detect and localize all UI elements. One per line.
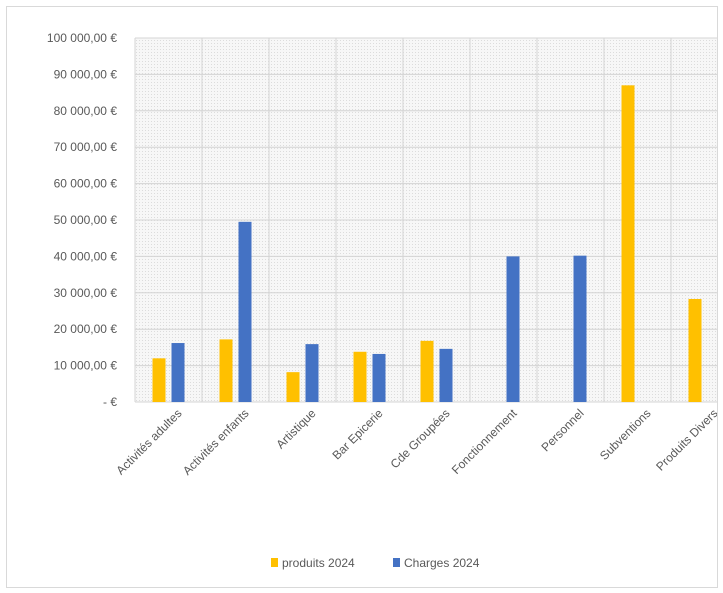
x-category-label: Bar Epicerie <box>329 406 385 462</box>
x-category-label: Produits Divers <box>653 406 717 473</box>
y-tick-label: 40 000,00 € <box>54 249 118 263</box>
x-category-label: Artistique <box>273 406 319 452</box>
x-category-label: Activités adultes <box>113 406 184 477</box>
bar-charges-4 <box>439 348 453 402</box>
bar-charges-6 <box>573 255 587 402</box>
bar-charges-0 <box>171 343 185 402</box>
x-category-label: Cde Groupées <box>388 406 453 471</box>
legend-entry: Charges 2024 <box>404 556 480 570</box>
bar-produits-4 <box>420 340 434 402</box>
y-tick-label: - € <box>103 395 117 409</box>
y-tick-label: 80 000,00 € <box>54 104 118 118</box>
bar-produits-3 <box>353 351 367 402</box>
y-tick-label: 60 000,00 € <box>54 177 118 191</box>
x-category-label: Personnel <box>539 406 587 454</box>
bar-charges-2 <box>305 344 319 402</box>
y-axis-tick-labels: - € 10 000,00 € 20 000,00 € 30 000,00 € 40 0… <box>47 31 117 409</box>
bar-produits-2 <box>286 372 300 402</box>
legend-entry: produits 2024 <box>282 556 355 570</box>
x-category-label: Activités enfants <box>180 406 252 478</box>
bar-produits-0 <box>152 358 166 402</box>
x-category-label: Subventions <box>597 406 654 463</box>
bar-charges-1 <box>238 221 252 402</box>
bar-charges-3 <box>372 353 386 402</box>
bar-charges-5 <box>506 256 520 402</box>
y-tick-label: 50 000,00 € <box>54 213 118 227</box>
x-category-label: Fonctionnement <box>449 406 520 477</box>
legend-swatch <box>393 558 400 567</box>
bar-produits-8 <box>688 298 702 402</box>
y-tick-label: 70 000,00 € <box>54 140 118 154</box>
y-tick-label: 30 000,00 € <box>54 286 118 300</box>
bars <box>152 85 702 402</box>
y-tick-label: 20 000,00 € <box>54 322 118 336</box>
bar-chart: - € 10 000,00 € 20 000,00 € 30 000,00 € 40 0… <box>47 31 723 570</box>
bar-produits-7 <box>621 85 635 402</box>
chart-frame: - € 10 000,00 € 20 000,00 € 30 000,00 € 40 0… <box>6 6 723 588</box>
y-tick-label: 10 000,00 € <box>54 359 118 373</box>
legend: produits 2024 Charges 2024 <box>271 556 480 570</box>
y-tick-label: 90 000,00 € <box>54 67 118 81</box>
legend-swatch <box>271 558 278 567</box>
y-tick-label: 100 000,00 € <box>47 31 117 45</box>
gridlines <box>134 37 723 403</box>
bar-produits-1 <box>219 339 233 402</box>
